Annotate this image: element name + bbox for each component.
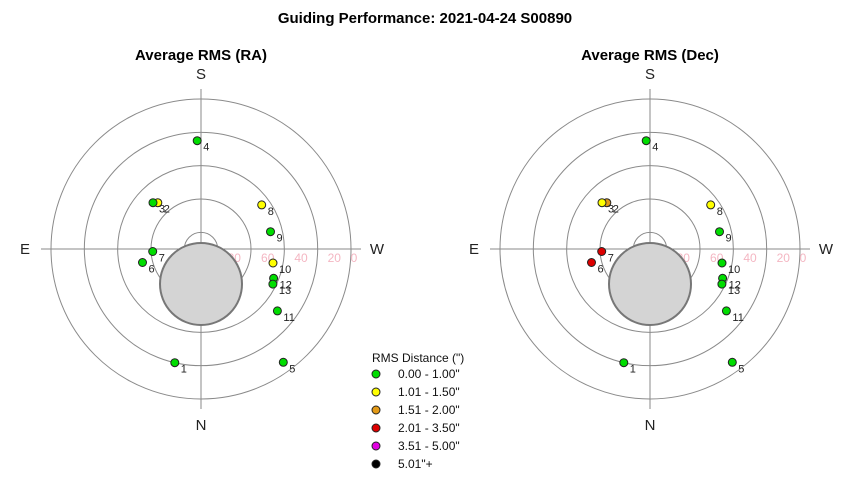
data-point [641, 136, 651, 146]
altitude-ring [532, 131, 768, 367]
legend-marker [371, 369, 381, 379]
altitude-tick-label: 40 [294, 251, 308, 265]
direction-label-bottom: N [196, 417, 207, 434]
obstruction-disk [608, 242, 692, 326]
legend-label: 1.51 - 2.00" [398, 403, 460, 417]
data-point [727, 357, 737, 367]
legend-marker [371, 387, 381, 397]
data-point [257, 200, 267, 210]
legend-marker [371, 405, 381, 415]
legend-title: RMS Distance (") [372, 351, 464, 365]
data-point [268, 279, 278, 289]
legend-label: 0.00 - 1.00" [398, 367, 460, 381]
data-point-label: 13 [728, 285, 740, 297]
data-point [138, 258, 147, 267]
data-point-label: 11 [283, 312, 294, 324]
altitude-tick-label: 20 [777, 251, 791, 265]
data-point [721, 306, 731, 316]
altitude-ring [83, 131, 319, 367]
direction-label-right: W [370, 241, 385, 258]
data-point [597, 198, 607, 208]
data-point-label: 13 [279, 285, 291, 297]
data-point-label: 9 [277, 233, 283, 245]
data-point [170, 358, 180, 368]
altitude-tick-label: 0 [351, 251, 358, 265]
data-point [148, 198, 158, 208]
data-point [268, 258, 278, 268]
data-point [278, 357, 288, 367]
data-point-label: 6 [598, 264, 604, 276]
data-point-label: 5 [738, 363, 744, 375]
data-point [715, 227, 724, 237]
direction-label-top: S [196, 66, 206, 83]
data-point-label: 7 [159, 253, 165, 265]
legend-marker [371, 423, 381, 433]
chart-title: Average RMS (Dec) [581, 47, 719, 64]
legend-label: 2.01 - 3.50" [398, 421, 460, 435]
direction-label-bottom: N [645, 417, 656, 434]
legend-label: 3.51 - 5.00" [398, 439, 460, 453]
data-point [192, 136, 202, 146]
legend-marker [371, 459, 381, 469]
legend-marker [371, 441, 381, 451]
direction-label-left: E [20, 241, 30, 258]
data-point [717, 279, 727, 289]
data-point [272, 306, 282, 316]
data-point-label: 10 [728, 264, 740, 276]
direction-label-right: W [819, 241, 834, 258]
main-title: Guiding Performance: 2021-04-24 S00890 [277, 10, 573, 27]
data-point-label: 11 [732, 312, 743, 324]
altitude-tick-label: 0 [800, 251, 807, 265]
altitude-ring [50, 98, 352, 400]
data-point [148, 247, 158, 256]
data-point-label: 8 [717, 206, 723, 218]
data-point-label: 4 [203, 142, 209, 154]
data-point [587, 258, 596, 267]
obstruction-disk [159, 242, 243, 326]
data-point-label: 3 [159, 204, 165, 216]
legend-label: 5.01"+ [398, 457, 433, 471]
data-point-label: 9 [726, 233, 732, 245]
chart-title: Average RMS (RA) [135, 47, 267, 64]
data-point [619, 358, 629, 368]
data-point-label: 5 [289, 363, 295, 375]
data-point-label: 1 [181, 364, 187, 376]
data-point-label: 6 [149, 264, 155, 276]
altitude-ring [566, 165, 734, 333]
data-point-label: 12 [280, 279, 292, 291]
data-point-label: 12 [729, 279, 741, 291]
data-point-label: 3 [608, 204, 614, 216]
data-point [717, 258, 727, 268]
data-point-label: 2 [613, 204, 619, 216]
data-point [597, 247, 607, 256]
data-point-label: 2 [164, 204, 170, 216]
data-point-label: 1 [630, 364, 636, 376]
data-point [266, 227, 275, 237]
altitude-tick-label: 40 [743, 251, 757, 265]
legend: RMS Distance (") 0.00 - 1.00" 1.01 - 1.50"… [371, 351, 464, 471]
data-point-label: 8 [268, 206, 274, 218]
data-point-label: 10 [279, 264, 291, 276]
data-point [706, 200, 716, 210]
direction-label-left: E [469, 241, 479, 258]
data-point-label: 4 [652, 142, 658, 154]
altitude-ring [117, 165, 285, 333]
legend-label: 1.01 - 1.50" [398, 385, 460, 399]
altitude-tick-label: 20 [328, 251, 342, 265]
direction-label-top: S [645, 66, 655, 83]
data-point-label: 7 [608, 253, 614, 265]
altitude-ring [499, 98, 801, 400]
